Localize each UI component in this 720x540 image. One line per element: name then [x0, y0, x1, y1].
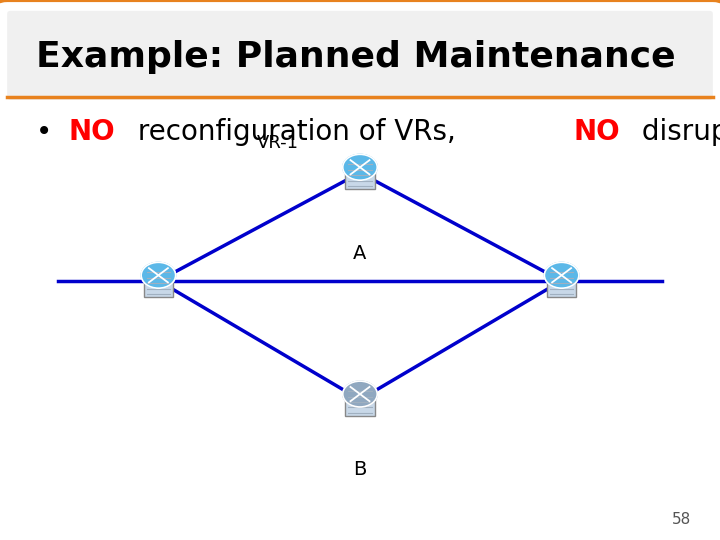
Text: B: B — [354, 460, 366, 480]
Text: NO: NO — [573, 118, 620, 146]
Text: 58: 58 — [672, 511, 691, 526]
FancyBboxPatch shape — [7, 11, 713, 100]
Circle shape — [343, 154, 377, 180]
Text: reconfiguration of VRs,: reconfiguration of VRs, — [129, 118, 473, 146]
Text: NO: NO — [68, 118, 115, 146]
Text: VR-1: VR-1 — [257, 134, 299, 152]
FancyBboxPatch shape — [345, 388, 375, 416]
Text: disruption: disruption — [634, 118, 720, 146]
FancyBboxPatch shape — [345, 161, 375, 189]
Circle shape — [141, 262, 176, 288]
Circle shape — [343, 381, 377, 407]
FancyBboxPatch shape — [143, 269, 174, 297]
Circle shape — [544, 262, 579, 288]
Text: Example: Planned Maintenance: Example: Planned Maintenance — [36, 40, 675, 73]
Text: •: • — [36, 118, 61, 146]
Text: A: A — [354, 244, 366, 264]
FancyBboxPatch shape — [546, 269, 577, 297]
